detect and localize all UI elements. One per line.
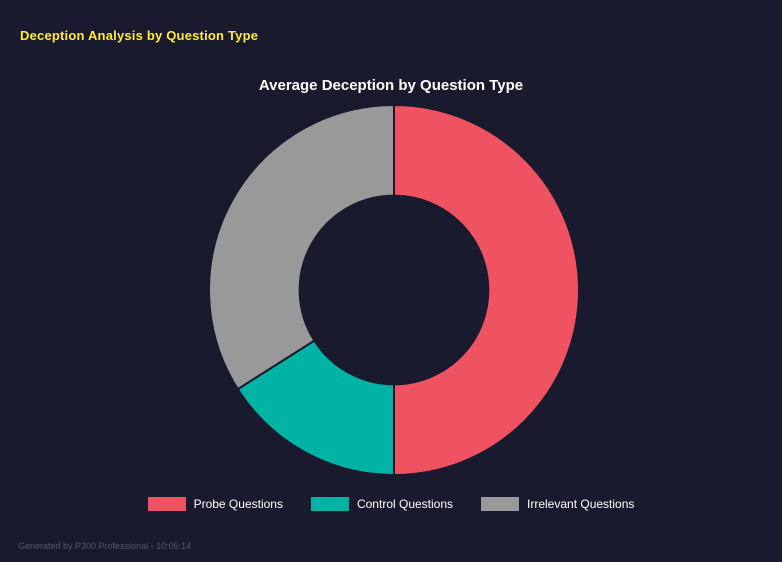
donut-segment-control-questions[interactable]: [236, 339, 395, 477]
legend-label: Control Questions: [356, 497, 454, 511]
donut-segment-probe-questions[interactable]: [393, 103, 580, 477]
legend-label: Irrelevant Questions: [527, 497, 635, 511]
legend-item-irrelevant-questions[interactable]: Irrelevant Questions: [481, 497, 634, 511]
donut-chart: [208, 103, 580, 477]
legend-swatch: [481, 497, 520, 511]
footer-text: Generated by P300 Professional - 10:05:1…: [18, 541, 192, 551]
legend-swatch: [147, 497, 186, 511]
donut-segment-irrelevant-questions[interactable]: [208, 103, 395, 391]
chart-legend: Probe Questions Control Questions Irreleva…: [0, 497, 782, 511]
legend-item-probe-questions[interactable]: Probe Questions: [147, 497, 283, 511]
chart-title: Average Deception by Question Type: [258, 77, 524, 94]
legend-item-control-questions[interactable]: Control Questions: [310, 497, 454, 511]
legend-label: Probe Questions: [193, 497, 283, 511]
legend-swatch: [310, 497, 349, 511]
page-title: Deception Analysis by Question Type: [20, 28, 259, 43]
